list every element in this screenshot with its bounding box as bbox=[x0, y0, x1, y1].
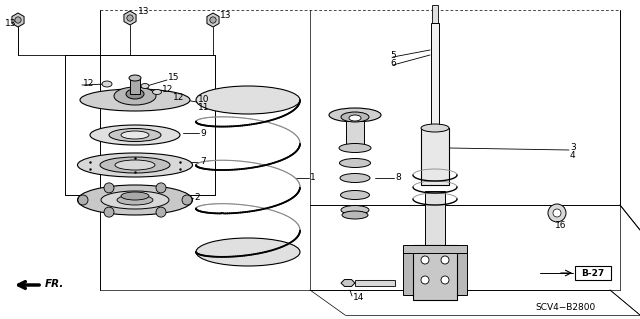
Polygon shape bbox=[207, 13, 219, 27]
Circle shape bbox=[127, 15, 133, 21]
Circle shape bbox=[553, 209, 561, 217]
Text: 9: 9 bbox=[200, 129, 205, 137]
Text: 8: 8 bbox=[395, 174, 401, 182]
Bar bbox=[130, 78, 140, 94]
Text: 16: 16 bbox=[555, 221, 566, 231]
Ellipse shape bbox=[90, 125, 180, 145]
Ellipse shape bbox=[339, 159, 371, 167]
Ellipse shape bbox=[421, 124, 449, 132]
Bar bbox=[403, 245, 467, 253]
Text: 13: 13 bbox=[5, 19, 17, 28]
Circle shape bbox=[182, 195, 192, 205]
Ellipse shape bbox=[141, 84, 149, 88]
Polygon shape bbox=[341, 279, 355, 286]
Text: FR.: FR. bbox=[45, 279, 65, 289]
Circle shape bbox=[156, 207, 166, 217]
Text: 3: 3 bbox=[570, 144, 576, 152]
Ellipse shape bbox=[121, 192, 149, 200]
Ellipse shape bbox=[100, 157, 170, 173]
Circle shape bbox=[548, 204, 566, 222]
Circle shape bbox=[210, 17, 216, 23]
Bar bbox=[575, 266, 611, 280]
Text: 1: 1 bbox=[310, 174, 316, 182]
Ellipse shape bbox=[339, 144, 371, 152]
Ellipse shape bbox=[114, 87, 156, 105]
Text: 7: 7 bbox=[200, 158, 205, 167]
Ellipse shape bbox=[117, 195, 153, 205]
Circle shape bbox=[15, 17, 21, 23]
Circle shape bbox=[104, 207, 114, 217]
Ellipse shape bbox=[342, 211, 368, 219]
Ellipse shape bbox=[115, 160, 155, 170]
Text: 5: 5 bbox=[390, 50, 396, 60]
Circle shape bbox=[156, 183, 166, 193]
Ellipse shape bbox=[329, 108, 381, 122]
Text: 14: 14 bbox=[353, 293, 364, 302]
Bar bbox=[425, 191, 445, 246]
Ellipse shape bbox=[196, 86, 300, 114]
Circle shape bbox=[421, 276, 429, 284]
Ellipse shape bbox=[340, 174, 370, 182]
Circle shape bbox=[441, 276, 449, 284]
Text: 12: 12 bbox=[162, 85, 173, 94]
Ellipse shape bbox=[101, 191, 169, 209]
Ellipse shape bbox=[152, 90, 161, 94]
Text: 4: 4 bbox=[570, 152, 575, 160]
Bar bbox=[413, 245, 457, 300]
Text: 15: 15 bbox=[168, 73, 179, 83]
Ellipse shape bbox=[129, 75, 141, 81]
Ellipse shape bbox=[102, 81, 112, 87]
Ellipse shape bbox=[341, 205, 369, 214]
Text: 13: 13 bbox=[220, 11, 232, 20]
Text: 12: 12 bbox=[173, 93, 184, 102]
Text: 6: 6 bbox=[390, 58, 396, 68]
Text: 2: 2 bbox=[194, 194, 200, 203]
Text: 13: 13 bbox=[138, 8, 150, 17]
Ellipse shape bbox=[109, 129, 161, 142]
Ellipse shape bbox=[196, 238, 300, 266]
Bar bbox=[355, 280, 395, 286]
Text: 11: 11 bbox=[198, 103, 209, 113]
Ellipse shape bbox=[77, 153, 193, 177]
Ellipse shape bbox=[126, 89, 144, 99]
Ellipse shape bbox=[77, 185, 193, 215]
Bar bbox=[403, 250, 413, 295]
Text: 10: 10 bbox=[198, 95, 209, 105]
Circle shape bbox=[441, 256, 449, 264]
Polygon shape bbox=[124, 11, 136, 25]
Ellipse shape bbox=[341, 112, 369, 122]
Bar bbox=[346, 121, 364, 151]
Text: SCV4−B2800: SCV4−B2800 bbox=[535, 303, 595, 313]
Polygon shape bbox=[12, 13, 24, 27]
Ellipse shape bbox=[80, 89, 190, 111]
Circle shape bbox=[104, 183, 114, 193]
Text: B-27: B-27 bbox=[581, 269, 605, 278]
Bar bbox=[457, 250, 467, 295]
Text: 12: 12 bbox=[83, 78, 94, 87]
Bar bbox=[431, 23, 439, 128]
Circle shape bbox=[421, 256, 429, 264]
Bar bbox=[432, 5, 438, 23]
Ellipse shape bbox=[349, 115, 361, 121]
Bar bbox=[421, 128, 449, 185]
Ellipse shape bbox=[340, 190, 369, 199]
Circle shape bbox=[78, 195, 88, 205]
Ellipse shape bbox=[121, 131, 149, 139]
